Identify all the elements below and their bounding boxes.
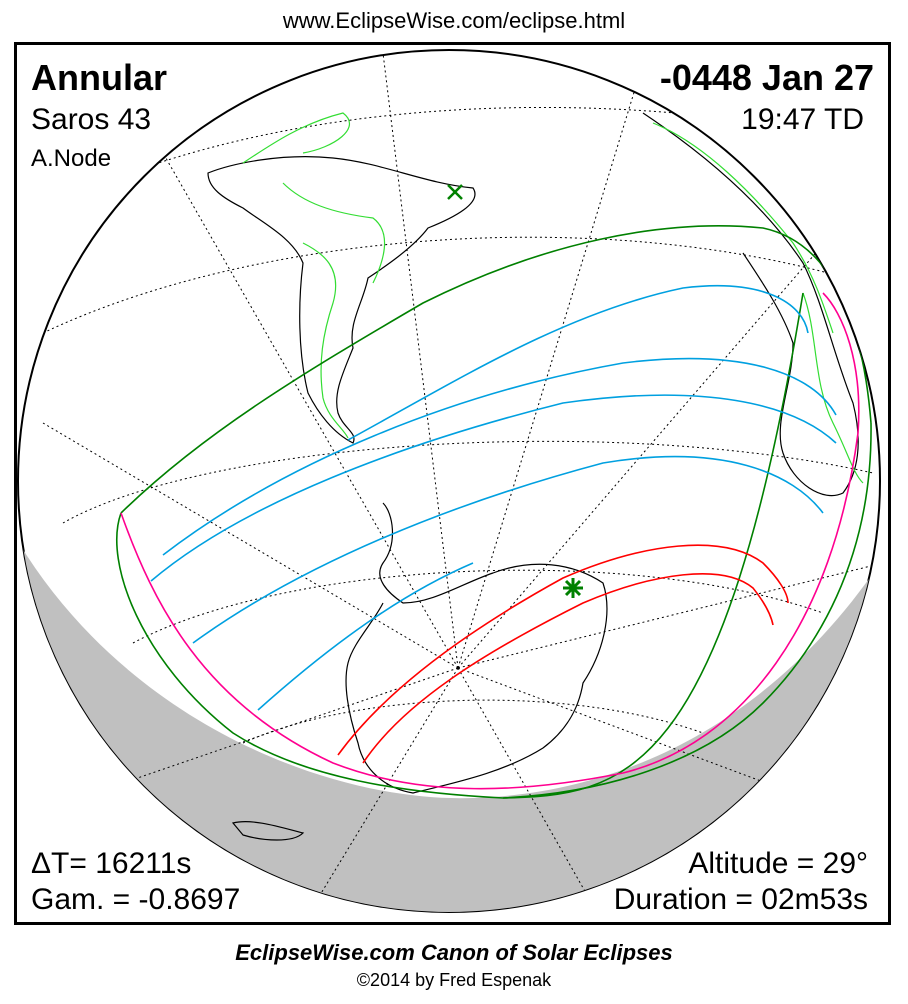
altitude: Altitude = 29° [688,847,868,880]
node-label: A.Node [31,145,112,172]
subsolar-x-icon [447,184,463,200]
eastern-penumbral-limit [502,422,872,799]
map-frame: Annular -0448 Jan 27 Saros 43 19:47 TD A… [14,42,891,925]
central-path-north-limit [337,544,789,756]
eclipse-type: Annular [31,57,168,98]
duration: Duration = 02m53s [613,883,868,916]
penumbra-line-4 [192,455,824,644]
night-region [18,533,880,912]
header-url: www.EclipseWise.com/eclipse.html [282,8,626,33]
footer-title: EclipseWise.com Canon of Solar Eclipses [235,940,673,965]
eclipse-date: -0448 Jan 27 [659,57,874,98]
footer-copyright: ©2014 by Fred Espenak [356,970,552,990]
southern-penumbral-limit [116,292,804,799]
saros-number: Saros 43 [31,103,152,136]
graticule [42,52,880,912]
central-path-south-limit [362,573,774,764]
greatest-eclipse-star-icon [563,578,583,598]
political-borders [242,112,864,484]
eclipse-globe-map [17,49,881,913]
penumbra-line-2 [162,357,837,556]
penumbra-line-1 [347,284,809,441]
delta-t: ΔT= 16211s [31,847,192,880]
gamma: Gam. = -0.8697 [31,883,241,916]
penumbra-line-5 [257,562,474,711]
eclipse-time: 19:47 TD [741,103,864,136]
rise-set-curve [120,292,860,790]
penumbra-line-3 [150,394,837,582]
